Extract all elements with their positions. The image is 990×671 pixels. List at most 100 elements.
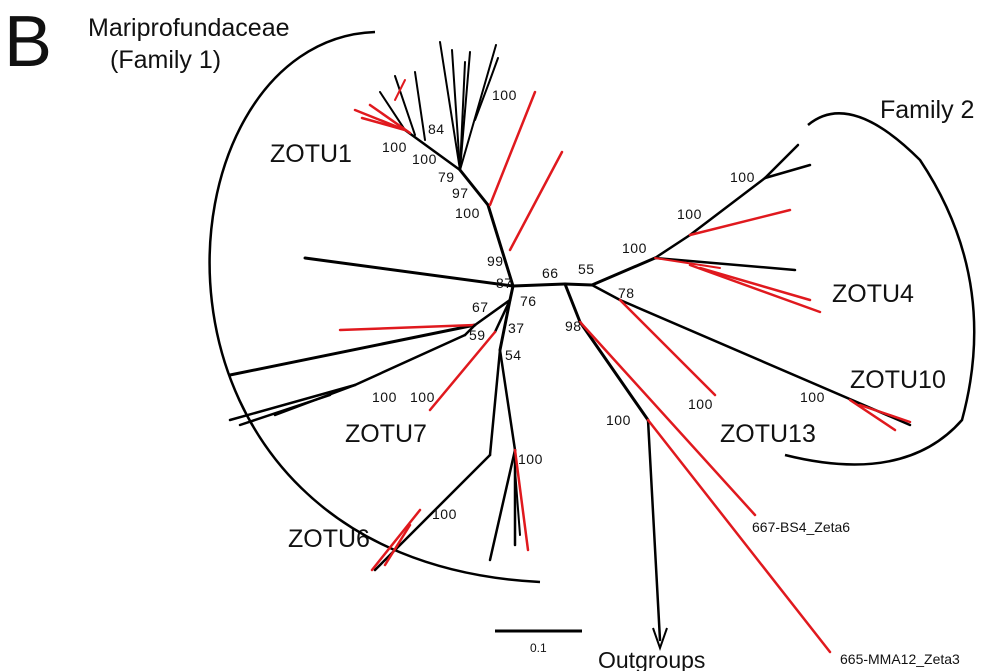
branch bbox=[654, 257, 721, 269]
bootstrap-value: 100 bbox=[412, 151, 437, 167]
branch bbox=[486, 203, 515, 288]
branch bbox=[488, 448, 517, 562]
branch bbox=[474, 79, 491, 121]
branch bbox=[763, 163, 812, 180]
bootstrap-value: 100 bbox=[688, 396, 713, 412]
branch bbox=[688, 208, 792, 237]
tip-label: 667-BS4_Zeta6 bbox=[752, 519, 850, 535]
branch bbox=[848, 398, 897, 432]
branch bbox=[459, 44, 497, 171]
bootstrap-value: 84 bbox=[428, 121, 445, 137]
branch bbox=[646, 418, 662, 642]
branch bbox=[463, 323, 477, 337]
bootstrap-value: 79 bbox=[438, 169, 455, 185]
bootstrap-value: 59 bbox=[469, 327, 486, 343]
bootstrap-value: 99 bbox=[487, 253, 504, 269]
branch bbox=[458, 168, 490, 207]
bootstrap-value: 100 bbox=[455, 205, 480, 221]
bootstrap-value: 98 bbox=[565, 318, 582, 334]
scale-label: 0.1 bbox=[530, 641, 547, 655]
bootstrap-value: 76 bbox=[520, 293, 537, 309]
branch bbox=[498, 298, 512, 352]
branch bbox=[459, 51, 471, 171]
arrow-head bbox=[652, 627, 668, 652]
branch bbox=[563, 282, 594, 287]
branch bbox=[578, 320, 650, 422]
branch bbox=[379, 91, 406, 131]
bootstrap-value: 100 bbox=[518, 451, 543, 467]
bootstrap-value: 87 bbox=[496, 275, 513, 291]
branch bbox=[858, 403, 912, 424]
branch bbox=[590, 283, 622, 302]
branch bbox=[439, 41, 461, 171]
branch bbox=[414, 71, 426, 141]
branch bbox=[370, 508, 422, 572]
clade-label: ZOTU4 bbox=[832, 280, 914, 308]
branch bbox=[353, 333, 467, 387]
branch bbox=[514, 469, 521, 536]
bootstrap-value: 100 bbox=[432, 506, 457, 522]
branch bbox=[428, 330, 497, 412]
branch bbox=[618, 298, 717, 397]
clade-label: ZOTU6 bbox=[288, 525, 370, 553]
branch bbox=[688, 176, 767, 237]
tip-label: 665-MMA12_Zeta3 bbox=[840, 651, 960, 667]
branch bbox=[513, 448, 530, 552]
branch bbox=[688, 263, 822, 314]
branch bbox=[473, 298, 512, 327]
branch bbox=[618, 298, 912, 427]
branch bbox=[338, 323, 477, 332]
branch bbox=[368, 103, 412, 135]
branch bbox=[653, 233, 692, 260]
branch bbox=[228, 323, 477, 377]
branch bbox=[488, 90, 537, 207]
branch bbox=[488, 348, 502, 457]
bootstrap-value: 100 bbox=[622, 240, 647, 256]
bootstrap-value: 100 bbox=[606, 412, 631, 428]
branch bbox=[763, 143, 800, 180]
branch bbox=[238, 393, 332, 427]
branch bbox=[360, 116, 407, 132]
branch bbox=[498, 348, 517, 452]
family-label: Family 2 bbox=[880, 96, 974, 124]
clade-label: ZOTU10 bbox=[850, 366, 946, 394]
branch bbox=[563, 282, 582, 324]
panel-letter: B bbox=[4, 2, 52, 82]
branches bbox=[228, 41, 912, 654]
bootstrap-value: 100 bbox=[372, 389, 397, 405]
branch bbox=[578, 320, 757, 517]
branch bbox=[590, 256, 657, 287]
bootstrap-value: 37 bbox=[508, 320, 525, 336]
bootstrap-value: 97 bbox=[452, 185, 469, 201]
branch bbox=[489, 57, 499, 81]
branch bbox=[646, 418, 832, 654]
clade-label: ZOTU1 bbox=[270, 140, 352, 168]
bootstrap-value: 100 bbox=[410, 389, 435, 405]
bootstrap-value: 55 bbox=[578, 261, 595, 277]
bootstrap-value: 67 bbox=[472, 299, 489, 315]
branch bbox=[394, 75, 416, 136]
branch bbox=[451, 49, 461, 171]
outgroup-label: Outgroups bbox=[598, 647, 705, 671]
branch bbox=[394, 79, 406, 101]
bootstrap-value: 66 bbox=[542, 265, 559, 281]
branch bbox=[383, 523, 412, 567]
branch bbox=[508, 150, 564, 252]
branch bbox=[511, 282, 567, 288]
family-sub: (Family 1) bbox=[110, 46, 221, 74]
branch bbox=[403, 128, 462, 172]
bootstrap-value: 100 bbox=[382, 139, 407, 155]
branch bbox=[228, 383, 357, 422]
clade-label: ZOTU13 bbox=[720, 420, 816, 448]
bootstrap-value: 78 bbox=[618, 285, 635, 301]
bootstrap-value: 100 bbox=[492, 87, 517, 103]
clade-label: ZOTU7 bbox=[345, 420, 427, 448]
bootstrap-value: 100 bbox=[800, 389, 825, 405]
branch bbox=[698, 266, 812, 302]
branch bbox=[653, 256, 797, 272]
family-arc bbox=[208, 30, 541, 584]
bootstrap-value: 100 bbox=[730, 169, 755, 185]
family-label: Mariprofundaceae bbox=[88, 14, 290, 42]
